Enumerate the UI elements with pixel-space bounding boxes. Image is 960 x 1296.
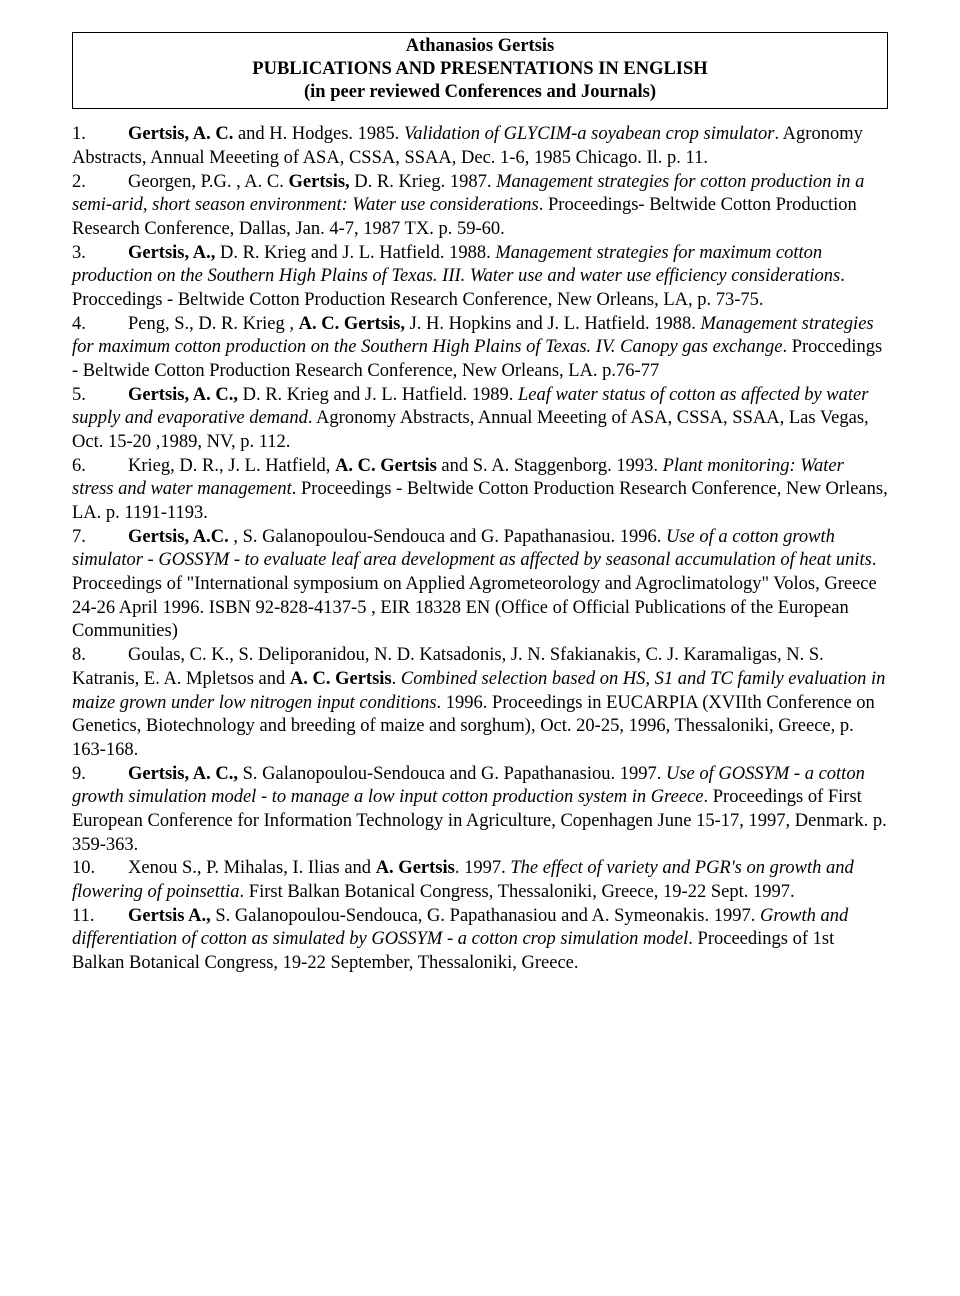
- publication-entry: 6.Krieg, D. R., J. L. Hatfield, A. C. Ge…: [72, 455, 888, 526]
- author-name: Athanasios Gertsis: [79, 35, 881, 58]
- entry-number: 7.: [72, 526, 128, 550]
- entry-author-bold: Gertsis, A. C.,: [128, 385, 238, 405]
- entry-text: . 1997.: [455, 858, 511, 878]
- entry-author-bold: A. C. Gertsis: [290, 669, 392, 689]
- entry-text: S. Galanopoulou-Sendouca, G. Papathanasi…: [211, 906, 760, 926]
- entry-title-italic: Validation of GLYCIM-a soyabean crop sim…: [404, 124, 775, 144]
- entry-author-bold: Gertsis, A.,: [128, 243, 215, 263]
- title-box: Athanasios Gertsis PUBLICATIONS AND PRES…: [72, 32, 888, 109]
- entry-author-bold: A. C. Gertsis,: [299, 314, 405, 334]
- title-line-2: PUBLICATIONS AND PRESENTATIONS IN ENGLIS…: [79, 58, 881, 81]
- entry-author-bold: A. C. Gertsis: [335, 456, 437, 476]
- entry-number: 2.: [72, 171, 128, 195]
- entry-number: 4.: [72, 313, 128, 337]
- entry-text: , S. Galanopoulou-Sendouca and G. Papath…: [229, 527, 666, 547]
- publication-entry: 4.Peng, S., D. R. Krieg , A. C. Gertsis,…: [72, 313, 888, 384]
- publication-entry: 10.Xenou S., P. Mihalas, I. Ilias and A.…: [72, 857, 888, 904]
- entry-number: 5.: [72, 384, 128, 408]
- entry-author-bold: Gertsis, A.C.: [128, 527, 229, 547]
- entry-author-bold: Gertsis A.,: [128, 906, 211, 926]
- entry-text: and H. Hodges. 1985.: [233, 124, 404, 144]
- entry-text: Krieg, D. R., J. L. Hatfield,: [128, 456, 335, 476]
- entry-author-bold: A. Gertsis: [376, 858, 455, 878]
- entry-number: 6.: [72, 455, 128, 479]
- publication-entry: 1.Gertsis, A. C. and H. Hodges. 1985. Va…: [72, 123, 888, 170]
- publication-entry: 3.Gertsis, A., D. R. Krieg and J. L. Hat…: [72, 242, 888, 313]
- entry-author-bold: Gertsis, A. C.: [128, 124, 233, 144]
- publication-list: 1.Gertsis, A. C. and H. Hodges. 1985. Va…: [72, 123, 888, 975]
- entry-text: . First Balkan Botanical Congress, Thess…: [240, 882, 795, 902]
- entry-number: 8.: [72, 644, 128, 668]
- entry-number: 1.: [72, 123, 128, 147]
- entry-text: J. H. Hopkins and J. L. Hatfield. 1988.: [405, 314, 700, 334]
- publication-entry: 9.Gertsis, A. C., S. Galanopoulou-Sendou…: [72, 763, 888, 858]
- title-line-3: (in peer reviewed Conferences and Journa…: [79, 81, 881, 104]
- publication-entry: 2.Georgen, P.G. , A. C. Gertsis, D. R. K…: [72, 171, 888, 242]
- entry-number: 10.: [72, 857, 128, 881]
- entry-number: 9.: [72, 763, 128, 787]
- publication-entry: 11.Gertsis A., S. Galanopoulou-Sendouca,…: [72, 905, 888, 976]
- entry-number: 11.: [72, 905, 128, 929]
- entry-author-bold: Gertsis,: [289, 172, 350, 192]
- entry-text: D. R. Krieg. 1987.: [350, 172, 496, 192]
- entry-text: and S. A. Staggenborg. 1993.: [437, 456, 663, 476]
- entry-text: D. R. Krieg and J. L. Hatfield. 1988.: [215, 243, 495, 263]
- publication-entry: 7.Gertsis, A.C. , S. Galanopoulou-Sendou…: [72, 526, 888, 644]
- entry-text: D. R. Krieg and J. L. Hatfield. 1989.: [238, 385, 518, 405]
- entry-author-bold: Gertsis, A. C.,: [128, 764, 238, 784]
- publication-entry: 5.Gertsis, A. C., D. R. Krieg and J. L. …: [72, 384, 888, 455]
- entry-text: Xenou S., P. Mihalas, I. Ilias and: [128, 858, 376, 878]
- entry-number: 3.: [72, 242, 128, 266]
- publication-entry: 8.Goulas, C. K., S. Deliporanidou, N. D.…: [72, 644, 888, 762]
- document-page: Athanasios Gertsis PUBLICATIONS AND PRES…: [0, 0, 960, 1296]
- entry-text: Peng, S., D. R. Krieg ,: [128, 314, 299, 334]
- entry-text: S. Galanopoulou-Sendouca and G. Papathan…: [238, 764, 666, 784]
- entry-text: .: [392, 669, 401, 689]
- entry-text: Georgen, P.G. , A. C.: [128, 172, 289, 192]
